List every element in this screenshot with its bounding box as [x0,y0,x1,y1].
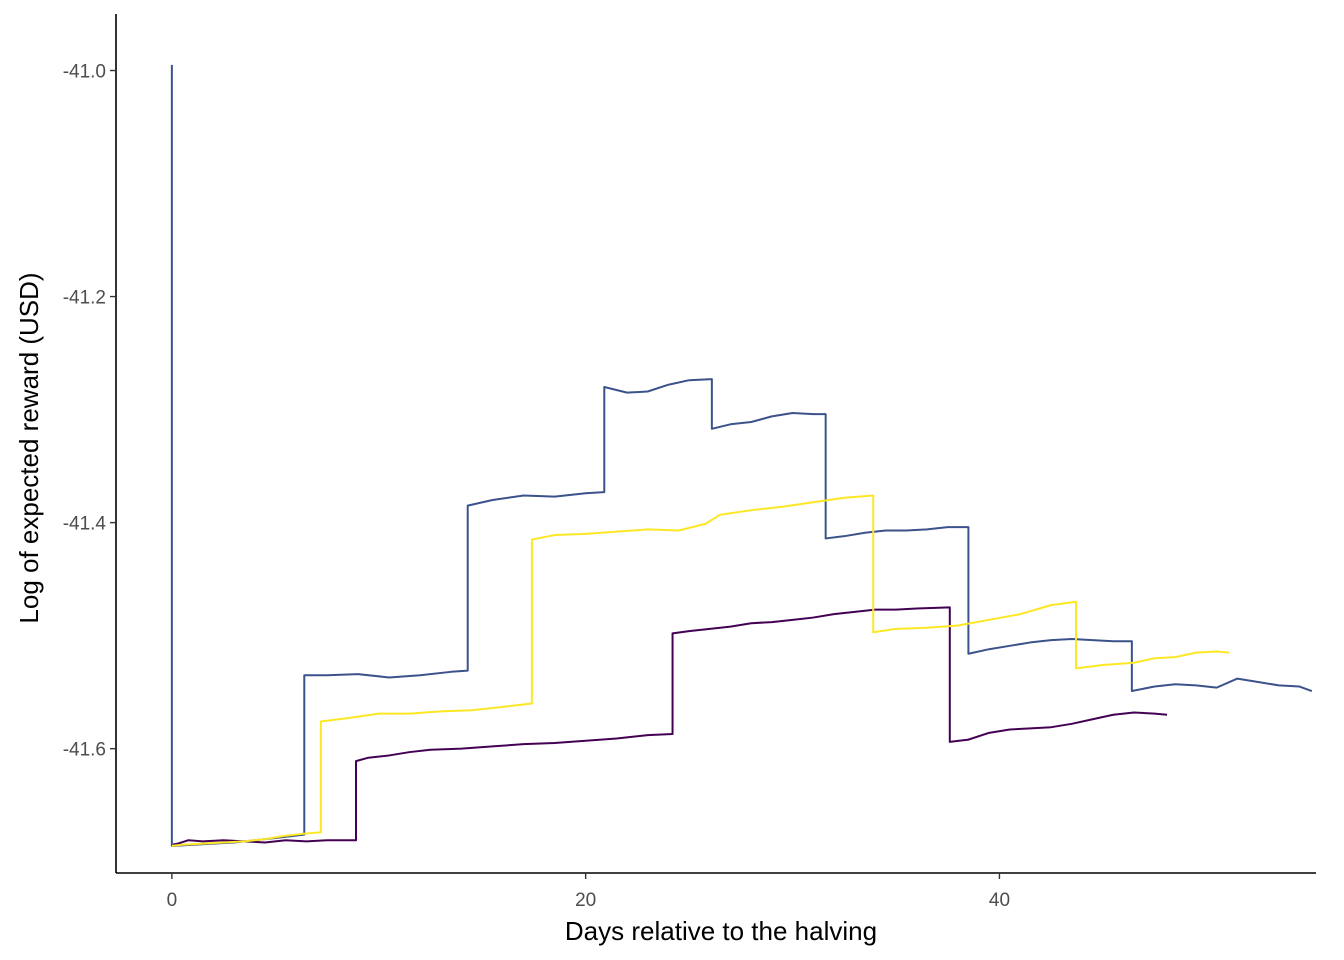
x-tick-label: 0 [167,890,178,911]
x-axis-title: Days relative to the halving [565,916,877,946]
y-tick-label: -41.0 [63,62,106,83]
y-tick-label: -41.4 [63,514,107,535]
series-line-2 [170,64,1313,847]
x-tick-label: 20 [575,890,596,911]
y-tick-label: -41.6 [63,740,106,761]
x-tick-label: 40 [989,890,1010,911]
x-ticks: 0 20 40 [167,873,1010,911]
y-ticks: -41.6 -41.4 -41.2 -41.0 [63,62,116,761]
plot-lines [170,64,1313,847]
y-tick-label: -41.2 [63,288,106,309]
series-line-3 [171,494,1230,847]
y-axis-title: Log of expected reward (USD) [14,272,44,623]
axes [115,14,1316,874]
series-line-1 [171,606,1168,846]
